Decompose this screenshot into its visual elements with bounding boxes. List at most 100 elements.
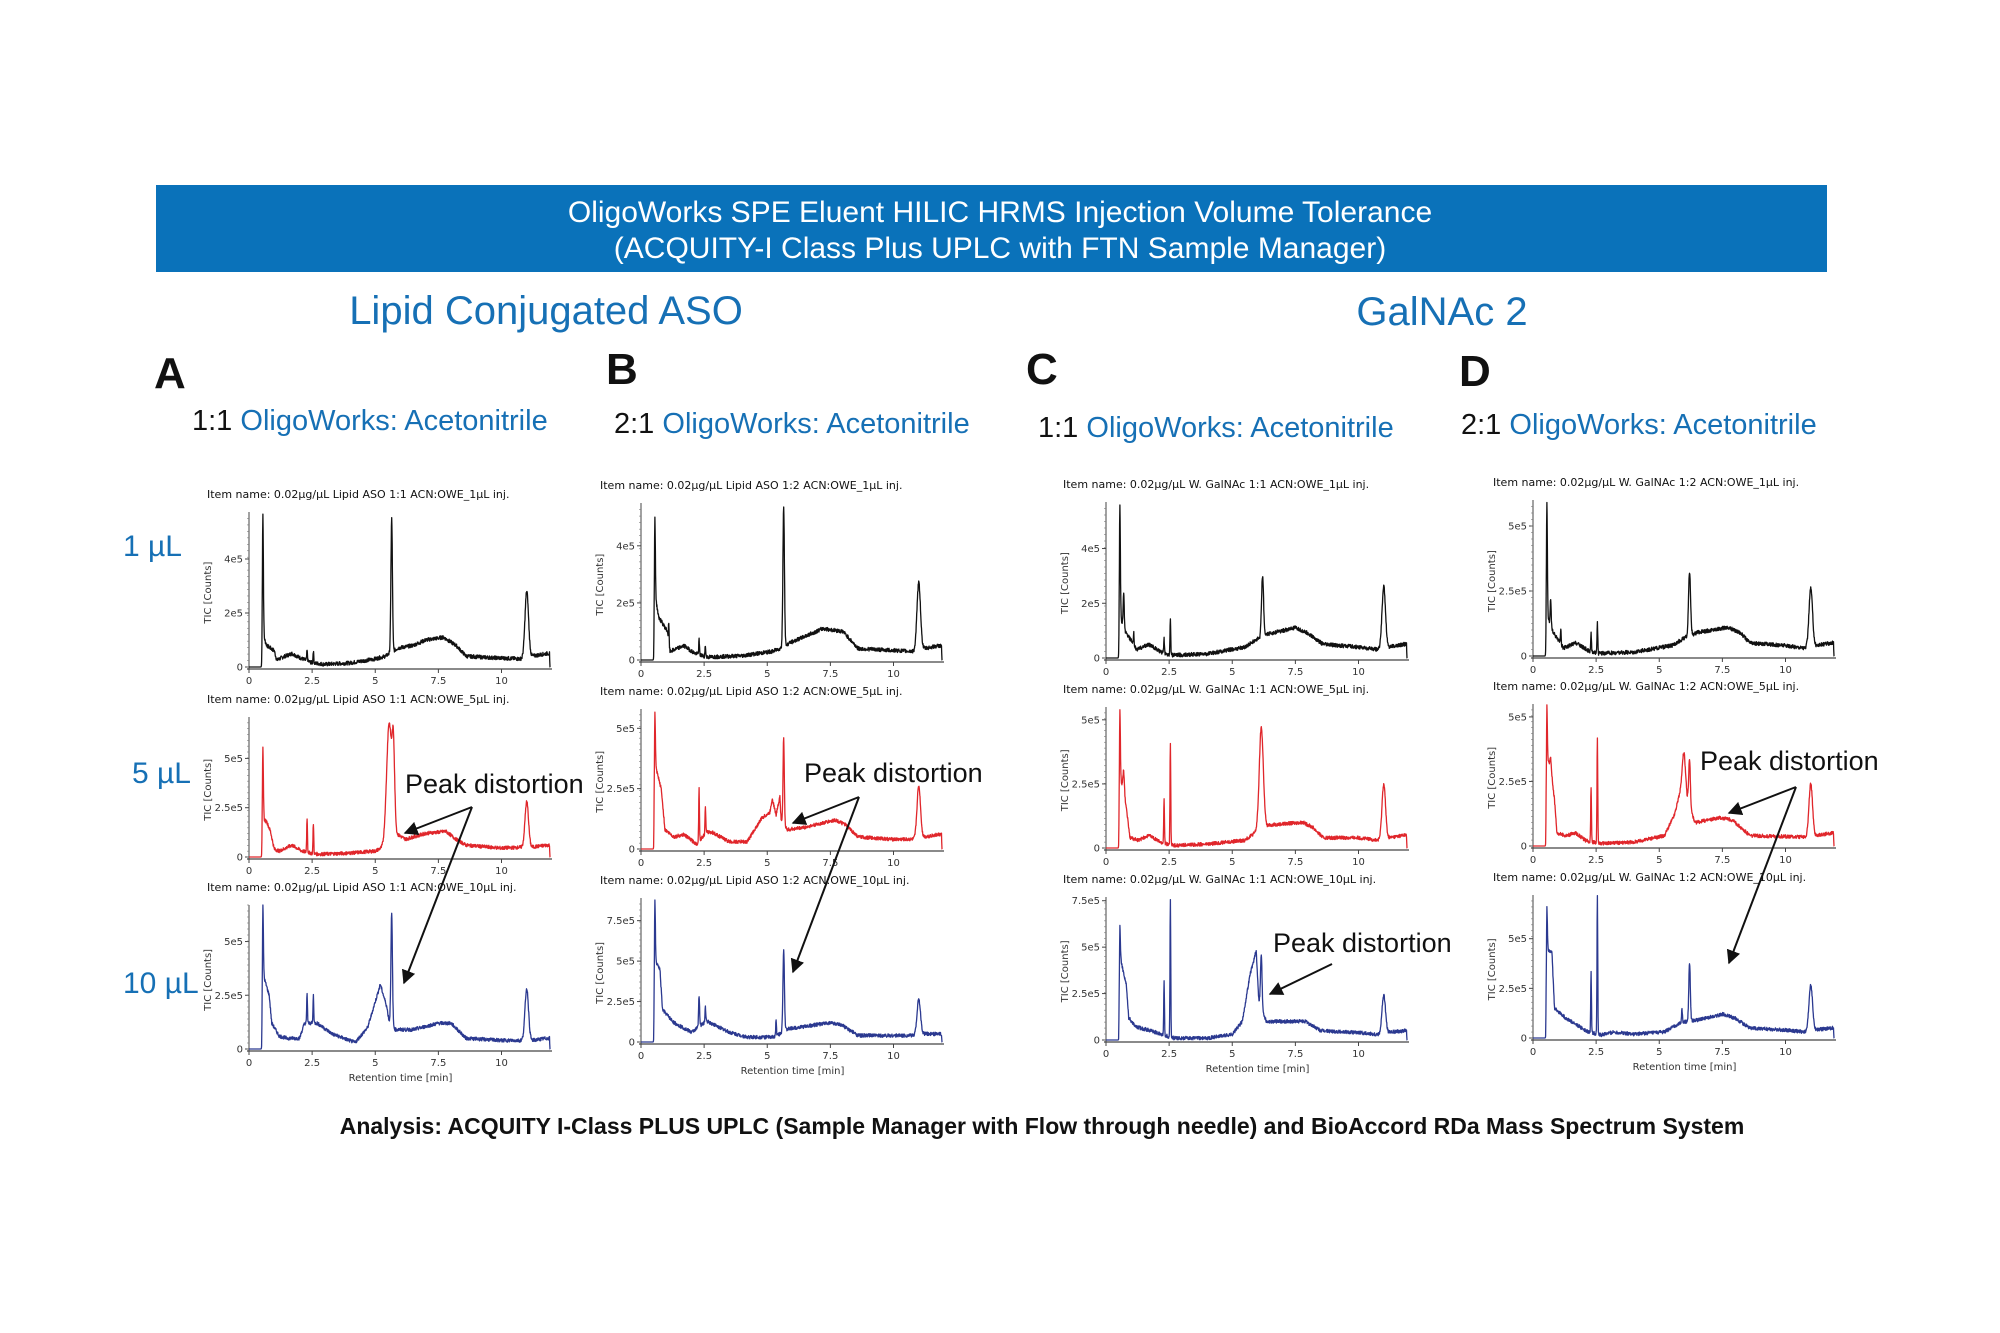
x-tick-label: 5 <box>764 669 770 680</box>
chromatogram-a-2: Item name: 0.02µg/µL Lipid ASO 1:1 ACN:O… <box>203 693 552 877</box>
y-tick-label: 2.5e5 <box>215 991 243 1002</box>
x-tick-label: 10 <box>1779 665 1792 676</box>
y-tick-label: 5e5 <box>1508 712 1527 723</box>
annotation-panel-d: Peak distortion <box>1700 746 1879 965</box>
item-name: Item name: 0.02µg/µL W. GalNAc 1:2 ACN:O… <box>1493 476 1799 489</box>
x-tick-label: 5 <box>1229 667 1235 678</box>
x-tick-label: 2.5 <box>1161 857 1177 868</box>
ratio-label: OligoWorks: Acetonitrile <box>662 408 969 440</box>
item-name: Item name: 0.02µg/µL Lipid ASO 1:2 ACN:O… <box>600 685 902 698</box>
x-tick-label: 10 <box>495 866 508 877</box>
panel-letter-a: A <box>154 349 186 398</box>
annotation-arrow <box>1268 963 1333 995</box>
banner-title-line2: (ACQUITY-I Class Plus UPLC with FTN Samp… <box>614 232 1386 265</box>
x-tick-label: 5 <box>1229 857 1235 868</box>
chromatogram-b-1: Item name: 0.02µg/µL Lipid ASO 1:2 ACN:O… <box>595 479 944 680</box>
chromatogram-c-3: Item name: 0.02µg/µL W. GalNAc 1:1 ACN:O… <box>1060 873 1409 1075</box>
x-tick-label: 5 <box>764 858 770 869</box>
y-axis-label: TIC [Counts] <box>1487 550 1498 613</box>
peak-distortion-label: Peak distortion <box>1273 928 1452 958</box>
item-name: Item name: 0.02µg/µL Lipid ASO 1:1 ACN:O… <box>207 488 509 501</box>
x-tick-label: 0 <box>246 866 252 877</box>
tic-trace <box>248 513 551 668</box>
y-tick-label: 5e5 <box>1081 715 1100 726</box>
y-axis-label: TIC [Counts] <box>1060 749 1071 812</box>
x-tick-label: 10 <box>887 858 900 869</box>
y-tick-label: 0 <box>1521 1034 1527 1045</box>
panel-c-subtitle: 1:1 OligoWorks: Acetonitrile <box>1038 412 1394 444</box>
chromatogram-d-1: Item name: 0.02µg/µL W. GalNAc 1:2 ACN:O… <box>1487 476 1836 676</box>
y-tick-label: 0 <box>1521 652 1527 663</box>
ratio-label: OligoWorks: Acetonitrile <box>240 405 547 437</box>
x-tick-label: 5 <box>372 866 378 877</box>
x-tick-label: 0 <box>1103 667 1109 678</box>
y-tick-label: 7.5e5 <box>607 916 635 927</box>
item-name: Item name: 0.02µg/µL Lipid ASO 1:1 ACN:O… <box>207 693 509 706</box>
tic-trace <box>640 711 943 850</box>
x-tick-label: 0 <box>246 1058 252 1069</box>
item-name: Item name: 0.02µg/µL W. GalNAc 1:2 ACN:O… <box>1493 680 1799 693</box>
ratio-label: OligoWorks: Acetonitrile <box>1086 412 1393 444</box>
annotation-arrow <box>403 806 473 835</box>
chromatogram-b-2: Item name: 0.02µg/µL Lipid ASO 1:2 ACN:O… <box>595 685 944 869</box>
x-axis-label: Retention time [min] <box>741 1066 845 1077</box>
x-tick-label: 10 <box>1352 667 1365 678</box>
y-tick-label: 0 <box>1094 844 1100 855</box>
volume-label-10ul: 10 µL <box>123 967 199 1000</box>
chromatogram-d-2: Item name: 0.02µg/µL W. GalNAc 1:2 ACN:O… <box>1487 680 1836 866</box>
item-name: Item name: 0.02µg/µL Lipid ASO 1:2 ACN:O… <box>600 874 909 887</box>
x-tick-label: 10 <box>1779 855 1792 866</box>
x-tick-label: 5 <box>764 1051 770 1062</box>
x-tick-label: 7.5 <box>430 676 446 687</box>
y-tick-label: 0 <box>237 663 243 674</box>
volume-label-5ul: 5 µL <box>132 757 191 790</box>
chromatogram-a-3: Item name: 0.02µg/µL Lipid ASO 1:1 ACN:O… <box>203 881 552 1084</box>
x-tick-label: 5 <box>1656 855 1662 866</box>
x-tick-label: 0 <box>1530 855 1536 866</box>
x-tick-label: 2.5 <box>696 1051 712 1062</box>
tic-trace <box>248 904 551 1050</box>
y-tick-label: 2.5e5 <box>1499 777 1527 788</box>
item-name: Item name: 0.02µg/µL W. GalNAc 1:1 ACN:O… <box>1063 683 1369 696</box>
x-tick-label: 2.5 <box>1161 667 1177 678</box>
y-axis-label: TIC [Counts] <box>1060 552 1071 615</box>
x-tick-label: 2.5 <box>304 866 320 877</box>
item-name: Item name: 0.02µg/µL Lipid ASO 1:2 ACN:O… <box>600 479 902 492</box>
y-tick-label: 2.5e5 <box>1072 779 1100 790</box>
annotation-panel-b: Peak distortion <box>790 758 983 974</box>
annotation-panel-a: Peak distortion <box>402 769 584 985</box>
ratio-value: 1:1 <box>1038 412 1078 444</box>
x-tick-label: 0 <box>1530 1047 1536 1058</box>
x-tick-label: 0 <box>638 1051 644 1062</box>
analysis-footer: Analysis: ACQUITY I-Class PLUS UPLC (Sam… <box>340 1113 1745 1139</box>
x-tick-label: 2.5 <box>1588 665 1604 676</box>
x-tick-label: 7.5 <box>1287 857 1303 868</box>
ratio-value: 2:1 <box>1461 409 1501 441</box>
y-tick-label: 0 <box>1094 654 1100 665</box>
banner-title-line1: OligoWorks SPE Eluent HILIC HRMS Injecti… <box>568 196 1432 229</box>
y-axis-label: TIC [Counts] <box>203 562 214 625</box>
x-tick-label: 10 <box>495 676 508 687</box>
tic-trace <box>640 506 943 661</box>
y-tick-label: 5e5 <box>616 957 635 968</box>
ratio-value: 1:1 <box>192 405 232 437</box>
y-axis-label: TIC [Counts] <box>1487 747 1498 810</box>
x-tick-label: 5 <box>1229 1049 1235 1060</box>
group-title-galnac: GalNAc 2 <box>1356 290 1527 334</box>
tic-trace <box>640 899 943 1043</box>
y-axis-label: TIC [Counts] <box>595 942 606 1005</box>
chromatogram-c-2: Item name: 0.02µg/µL W. GalNAc 1:1 ACN:O… <box>1060 683 1409 868</box>
x-tick-label: 0 <box>246 676 252 687</box>
x-tick-label: 7.5 <box>1714 1047 1730 1058</box>
y-tick-label: 4e5 <box>1081 544 1100 555</box>
y-tick-label: 0 <box>1521 842 1527 853</box>
x-tick-label: 2.5 <box>304 1058 320 1069</box>
y-tick-label: 4e5 <box>616 541 635 552</box>
x-tick-label: 0 <box>1103 1049 1109 1060</box>
x-tick-label: 7.5 <box>1714 665 1730 676</box>
x-tick-label: 5 <box>1656 1047 1662 1058</box>
ratio-value: 2:1 <box>614 408 654 440</box>
x-tick-label: 10 <box>887 669 900 680</box>
y-tick-label: 0 <box>237 853 243 864</box>
